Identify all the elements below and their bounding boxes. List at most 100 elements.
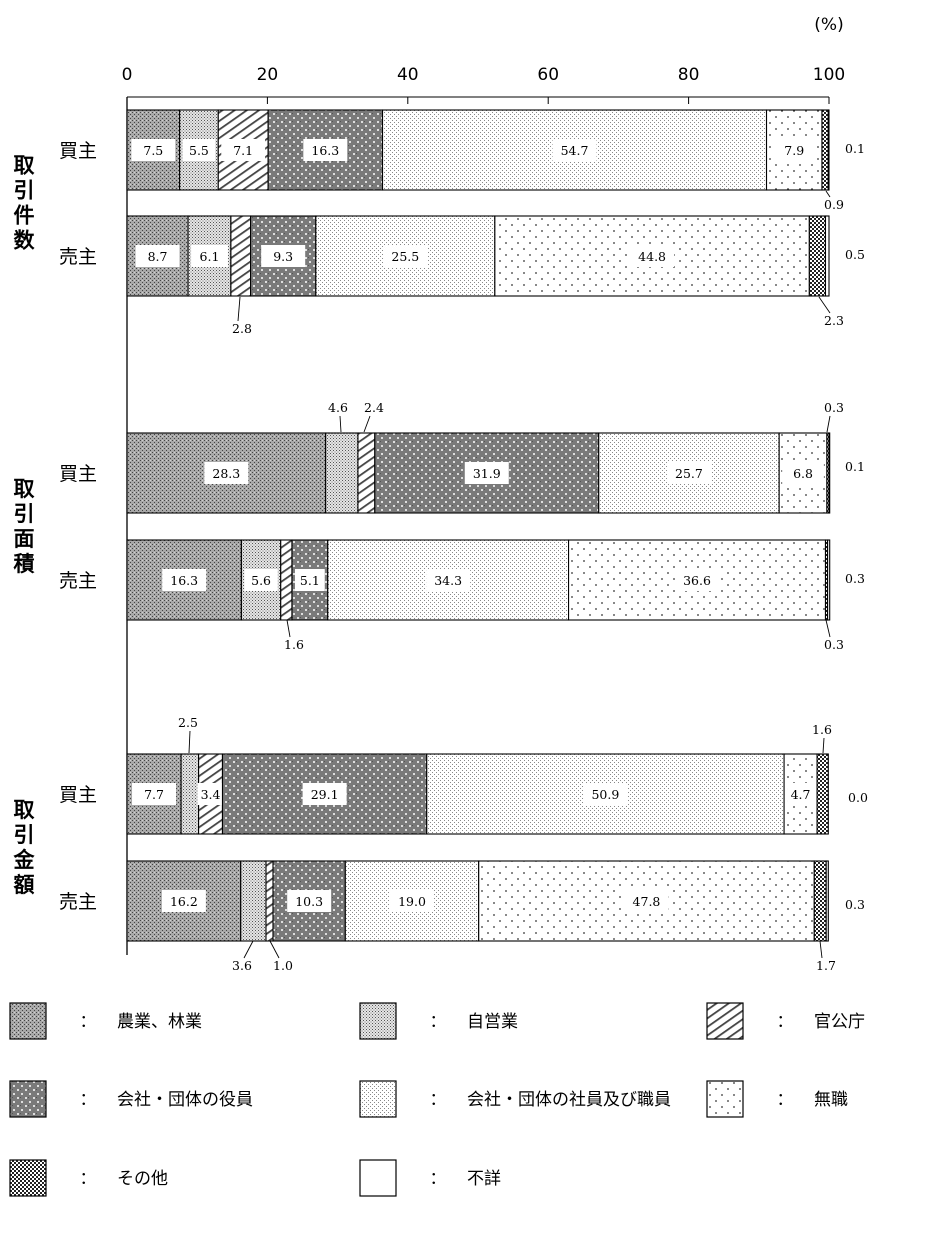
bar-segment-other [821,109,829,191]
data-label-bg [135,245,180,267]
data-label-bg [666,462,711,484]
bar-category-label: 買主 [59,463,97,485]
data-label-bg [390,890,435,912]
bar-category-label: 売主 [59,246,97,268]
data-label-bg [552,139,597,161]
leader-line [818,296,831,314]
leader-line [819,940,823,959]
data-label: 0.9 [824,197,844,212]
leader-line [188,730,191,754]
group-label-char: 件 [14,204,35,228]
leader-line [826,415,831,433]
data-label: 0.3 [824,400,844,415]
group-label-char: 積 [14,552,36,576]
data-label: 10.3 [295,894,323,909]
data-label-bg [191,245,228,267]
data-label: 44.8 [638,249,666,264]
data-label: 7.1 [233,143,253,158]
legend: ： 農業、林業 ： 自営業 ： 官公庁 ： 会社・団体の役員 ： 会社・団体の社員及び職員 ： 無職 ：… [9,1002,865,1197]
legend-label-none: 無職 [814,1090,848,1110]
bar-category-label: 売主 [59,570,97,592]
data-label: 16.2 [170,894,198,909]
data-label: 50.9 [591,787,619,802]
data-label: 3.4 [201,787,221,802]
data-label-bg [426,569,471,591]
data-label: 8.7 [148,249,168,264]
bar-segment-self [240,860,267,942]
legend-label-staff: 会社・団体の社員及び職員 [467,1090,671,1110]
data-label-bg [302,783,347,805]
data-label-bg [244,569,278,591]
data-label: 25.7 [675,466,703,481]
group-label-char: 取 [14,477,35,501]
leader-line [243,940,254,959]
data-label: 0.3 [824,637,844,652]
bar-segment-gov [280,539,293,621]
data-label: 34.3 [434,573,462,588]
bar-segment-gov [230,215,252,297]
data-label-bg [772,139,817,161]
leader-line [825,190,831,198]
legend-swatch-self [359,1002,397,1040]
data-label: 1.0 [273,958,293,973]
legend-separator: ： [777,1012,794,1032]
group-label-char: 金 [13,848,36,872]
data-label-bg [782,462,824,484]
x-tick-label: 100 [813,65,845,85]
bar-segment-gov [265,860,274,942]
bar-segment-self [325,432,359,514]
legend-separator: ： [80,1012,97,1032]
data-label-bg [583,783,628,805]
legend-separator: ： [430,1012,447,1032]
data-label-bg [261,245,306,267]
data-label: 0.3 [845,897,865,912]
data-label: 5.1 [300,573,320,588]
bar-segment-unknown [824,215,830,297]
data-label: 6.8 [793,466,813,481]
data-label: 29.1 [311,787,339,802]
legend-separator: ： [430,1090,447,1110]
data-label-bg [162,569,207,591]
group-label-char: 数 [14,229,36,253]
data-label-bg [624,890,669,912]
leader-line [286,619,291,638]
bar-segment-gov [357,432,376,514]
legend-label-exec: 会社・団体の役員 [117,1090,253,1110]
leader-line [825,619,831,638]
legend-label-gov: 官公庁 [814,1012,865,1032]
legend-label-other: その他 [117,1169,168,1189]
leader-line [822,737,825,754]
legend-label-unknown: 不詳 [467,1169,501,1189]
data-label: 4.7 [791,787,811,802]
x-tick-label: 0 [122,65,133,85]
bar-segment-unknown [828,432,831,514]
legend-swatch-exec [9,1080,47,1118]
bar-segment-other [813,860,827,942]
group-label-char: 取 [14,798,35,822]
data-label-bg [303,139,348,161]
data-label: 36.6 [683,573,711,588]
group-label-char: 引 [14,502,35,526]
bar-segment-other [808,215,827,297]
bars: 7.5 5.5 7.1 16.3 54.7 7.9 0.9 0.1 8.7 6.1 2.8 9.3 25… [126,109,868,973]
data-label-bg [221,139,266,161]
bar-segment-other [816,753,829,835]
legend-swatch-unknown [359,1159,397,1197]
data-label: 9.3 [273,249,293,264]
data-label: 2.8 [232,321,252,336]
x-tick-label: 80 [678,65,700,85]
data-label-bg [630,245,675,267]
data-label: 6.1 [200,249,220,264]
legend-separator: ： [80,1090,97,1110]
data-label: 16.3 [311,143,339,158]
data-label-bg [197,783,224,805]
data-label: 5.6 [251,573,271,588]
data-label: 3.6 [232,958,252,973]
data-label: 1.6 [284,637,304,652]
legend-swatch-staff [359,1080,397,1118]
data-label-bg [675,569,720,591]
data-label: 0.1 [845,459,865,474]
leader-line [237,296,241,322]
data-label: 2.4 [364,400,384,415]
data-label: 1.6 [812,722,832,737]
